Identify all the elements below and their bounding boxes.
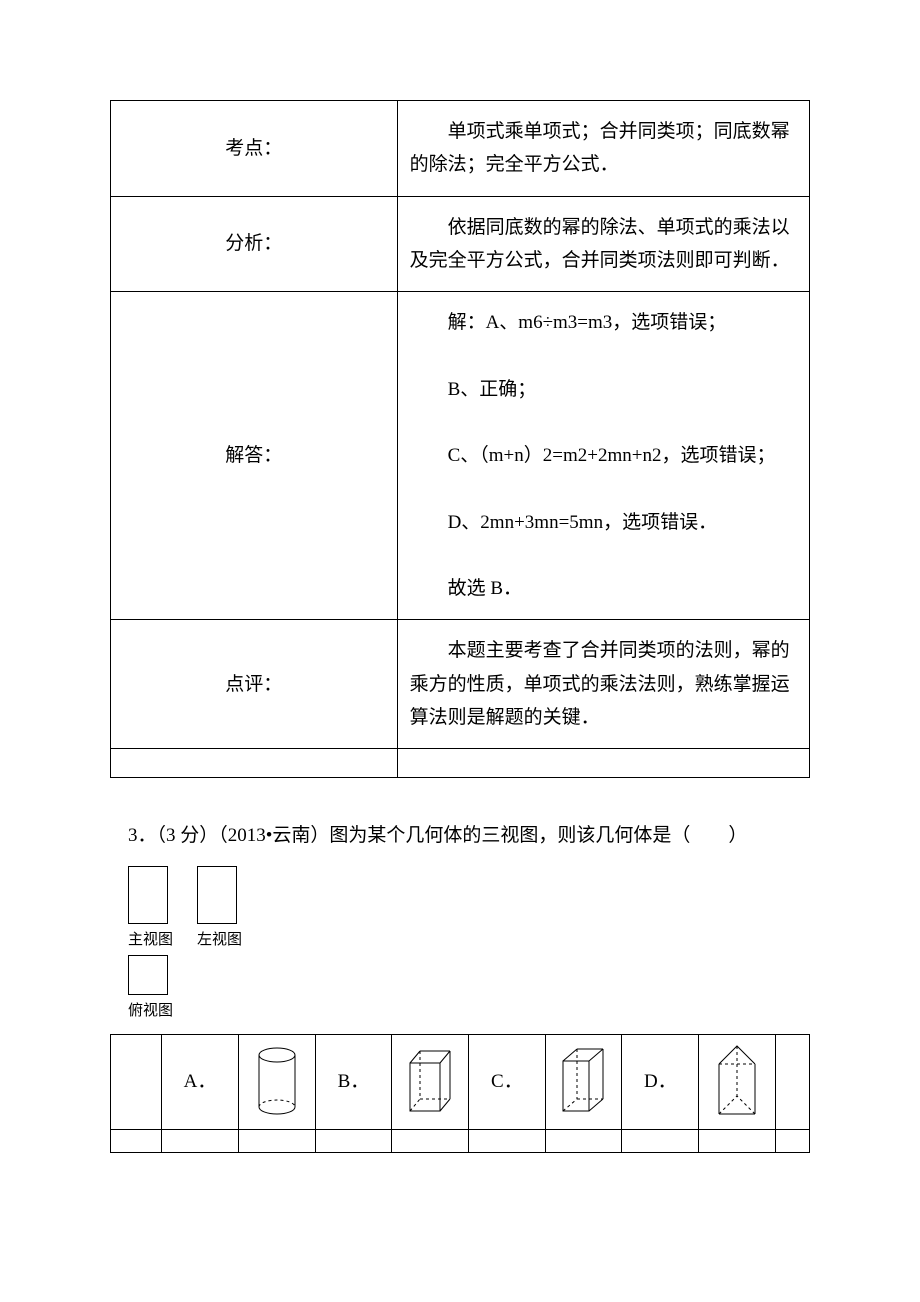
row-label: 分析： [111,196,398,292]
option-c-shape [545,1035,622,1130]
empty-cell [111,1035,162,1130]
left-view: 左视图 [197,866,242,949]
front-view-label: 主视图 [128,928,173,949]
row-value: 单项式乘单项式；合并同类项；同底数幂的除法；完全平方公式． [397,101,809,197]
table-row [111,749,810,778]
table-row: 解答： 解：A、m6÷m3=m3，选项错误；B、正确；C、（m+n）2=m2+2… [111,292,810,620]
row-label: 点评： [111,620,398,749]
row-value: 本题主要考查了合并同类项的法则，幂的乘方的性质，单项式的乘法法则，熟练掌握运算法… [397,620,809,749]
option-b-shape [392,1035,469,1130]
question-text: 3．（3 分）（2013•云南）图为某个几何体的三视图，则该几何体是（ ） [128,818,810,854]
top-view-icon [128,955,168,995]
option-a-shape [238,1035,315,1130]
table-row: 点评： 本题主要考查了合并同类项的法则，幂的乘方的性质，单项式的乘法法则，熟练掌… [111,620,810,749]
row-value [397,749,809,778]
front-view-icon [128,866,168,924]
prism-icon [715,1044,759,1120]
analysis-table: 考点： 单项式乘单项式；合并同类项；同底数幂的除法；完全平方公式． 分析： 依据… [110,100,810,778]
option-letter: A． [162,1035,239,1130]
cube-icon [406,1047,454,1117]
three-views: 主视图 左视图 俯视图 [128,866,810,1020]
option-letter: B． [315,1035,392,1130]
front-view: 主视图 [128,866,173,949]
row-label: 解答： [111,292,398,620]
empty-cell [775,1035,809,1130]
cuboid-icon [559,1047,609,1117]
row-value: 解：A、m6÷m3=m3，选项错误；B、正确；C、（m+n）2=m2+2mn+n… [397,292,809,620]
left-view-label: 左视图 [197,928,242,949]
option-d-shape [699,1035,776,1130]
options-table: A． B． [110,1034,810,1153]
option-letter: C． [469,1035,546,1130]
table-row: 考点： 单项式乘单项式；合并同类项；同底数幂的除法；完全平方公式． [111,101,810,197]
options-row-blank [111,1130,810,1153]
table-row: 分析： 依据同底数的幂的除法、单项式的乘法以及完全平方公式，合并同类项法则即可判… [111,196,810,292]
row-label: 考点： [111,101,398,197]
option-letter: D． [622,1035,699,1130]
top-view: 俯视图 [128,955,173,1020]
cylinder-icon [256,1047,298,1117]
options-row: A． B． [111,1035,810,1130]
top-view-label: 俯视图 [128,999,173,1020]
row-label [111,749,398,778]
left-view-icon [197,866,237,924]
row-value: 依据同底数的幂的除法、单项式的乘法以及完全平方公式，合并同类项法则即可判断． [397,196,809,292]
